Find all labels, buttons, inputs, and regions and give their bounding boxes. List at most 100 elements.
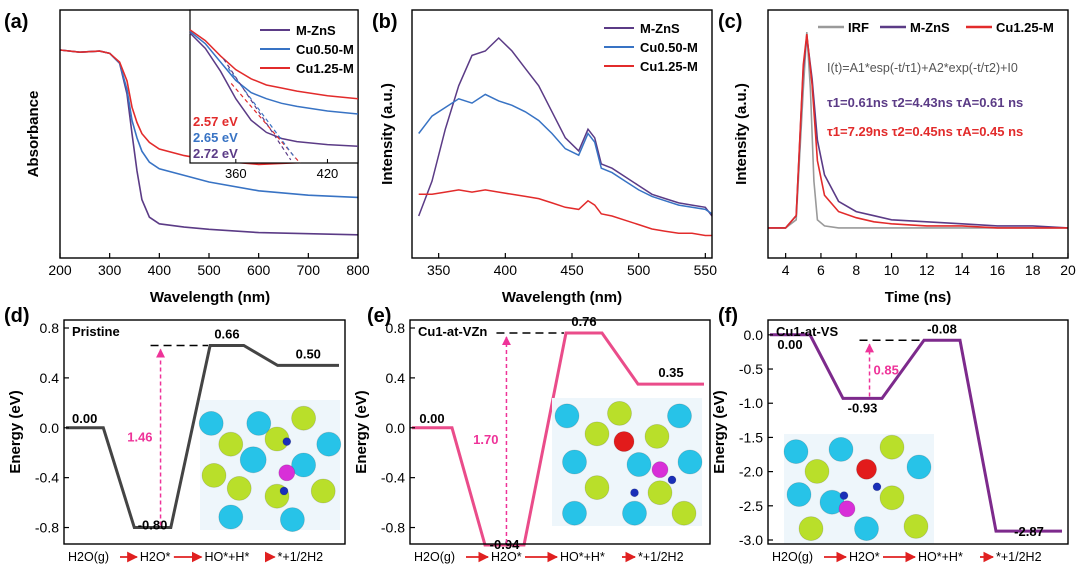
panelF-ytick-label: -1.0 [739, 395, 763, 411]
reaction-step-label: HO*+H* [918, 550, 963, 564]
panelF-ytick-label: -0.5 [739, 361, 763, 377]
panel-b-legend-label: M-ZnS [640, 21, 680, 36]
bandgap-annotation: 2.72 eV [193, 146, 238, 161]
s-atom [798, 516, 824, 541]
panelF-ytick-label: 0.0 [744, 327, 764, 343]
energy-profile-line [770, 333, 1062, 533]
zn-atom [218, 504, 244, 530]
series-Cu0.50-M [418, 93, 713, 215]
panel-b-frame [411, 9, 713, 259]
energy-value-label: -0.08 [927, 321, 957, 336]
reaction-step-label: *+1/2H2 [996, 550, 1042, 564]
s-atom [226, 475, 252, 501]
zn-atom [786, 482, 812, 507]
energy-value-label: -0.93 [848, 400, 878, 415]
energy-value-label: 0.76 [571, 314, 596, 329]
h-atom [872, 482, 882, 492]
o-atom [838, 500, 856, 518]
zn-atom [239, 446, 267, 474]
energy-value-label: 0.00 [419, 411, 444, 426]
zn-atom [562, 500, 587, 526]
o-atom [278, 464, 296, 482]
s-atom [607, 400, 632, 426]
bandgap-annotation: 2.57 eV [193, 114, 238, 129]
s-atom [671, 500, 697, 526]
panelF-ytick-label: -1.5 [739, 429, 763, 445]
s-atom [647, 480, 673, 506]
panel-c-frame [767, 9, 1069, 259]
panelD-ytick-label: 0.4 [40, 370, 60, 386]
panel-d-chart: 0.00 -0.80 0.66 0.50 1.46 0.8 0.4 0.0 -0.4 -0.8 En… [7, 319, 346, 564]
h-atom [282, 437, 292, 447]
panel-a-xtick-label: 400 [148, 262, 172, 278]
series-Cu1.25-M [418, 189, 712, 237]
inset-series [189, 30, 359, 115]
panel-a-xtick-label: 300 [98, 262, 122, 278]
panel-b-ylabel: Intensity (a.u.) [379, 83, 396, 185]
panel-c-xtick-label: 20 [1060, 262, 1076, 278]
inset-xtick-label: 360 [225, 166, 247, 181]
panel-a-ylabel: Absorbance [25, 91, 42, 178]
panel-c-legend-label: IRF [848, 20, 869, 35]
energy-value-label: 0.00 [777, 337, 802, 352]
panel-b-xtick-label: 450 [560, 262, 584, 278]
zn-atom [554, 403, 580, 429]
reaction-step-label: *+1/2H2 [278, 550, 324, 564]
panel-a-xtick-label: 200 [48, 262, 72, 278]
panel-a-xtick-label: 700 [297, 262, 321, 278]
panelE-ytick-label: -0.4 [381, 470, 405, 486]
series-Cu1.25-M [768, 34, 1068, 229]
panel-a-xtick-label: 600 [247, 262, 271, 278]
o-atom [651, 461, 669, 479]
cu-atom [856, 458, 877, 480]
panel-b-xtick-label: 550 [694, 262, 718, 278]
panelE-ytick-label: 0.8 [386, 320, 406, 336]
zn-atom [246, 410, 272, 436]
energy-value-label: 0.35 [658, 365, 683, 380]
panelE-ytick-label: 0.4 [386, 370, 406, 386]
energy-value-label: 0.00 [72, 411, 97, 426]
s-atom [310, 478, 336, 504]
gap-value: 0.85 [874, 362, 899, 377]
series-M-ZnS [417, 36, 713, 217]
bandgap-annotation: 2.65 eV [193, 130, 238, 145]
panel-a-legend-label: M-ZnS [296, 23, 336, 38]
panelD-ytick-label: 0.8 [40, 320, 60, 336]
panel-c-xtick-label: 12 [919, 262, 935, 278]
reaction-step-label: H2O* [491, 550, 522, 564]
decay-equation: I(t)=A1*esp(-t/τ1)+A2*exp(-t/τ2)+I0 [827, 61, 1018, 75]
zn-atom [828, 436, 854, 462]
panel-c-xtick-label: 16 [990, 262, 1006, 278]
zn-atom [291, 452, 317, 478]
zn-atom [626, 452, 652, 477]
structure-name: Cu1-at-VS [776, 324, 838, 339]
panelE-ytick-label: -0.8 [381, 520, 405, 536]
inset-series [189, 29, 359, 100]
s-atom [804, 458, 830, 484]
panel-label-f: (f) [718, 305, 738, 327]
panel-c-xtick-label: 6 [817, 262, 825, 278]
panel-label-d: (d) [4, 305, 30, 327]
panel-b-xtick-label: 500 [627, 262, 651, 278]
panelD-ytick-label: 0.0 [40, 420, 60, 436]
s-atom [201, 462, 227, 488]
panel-a-legend-label: Cu1.25-M [296, 61, 354, 76]
h-atom [630, 488, 639, 498]
panel-b-legend-label: Cu1.25-M [640, 59, 698, 74]
panel-c-ylabel: Intensity (a.u.) [733, 83, 750, 185]
zn-atom [677, 449, 703, 475]
panel-b-chart: 350 400 450 500 550 Intensity (a.u.) Wavelengt… [379, 9, 718, 306]
energy-value-label: -0.80 [138, 518, 168, 533]
s-atom [644, 423, 670, 449]
panel-a-xlabel: Wavelength (nm) [150, 289, 270, 306]
panel-c-xtick-label: 8 [852, 262, 860, 278]
zn-atom [906, 454, 932, 480]
s-atom [218, 431, 244, 457]
s-atom [584, 475, 610, 501]
panel-a-chart: 200 300 400 500 600 700 800 Absorbance Wavelengt… [25, 9, 370, 306]
reaction-step-label: H2O(g) [414, 550, 455, 564]
panelF-frame [767, 319, 1069, 545]
panelE-frame [409, 319, 711, 545]
energy-value-label: 0.66 [214, 326, 239, 341]
